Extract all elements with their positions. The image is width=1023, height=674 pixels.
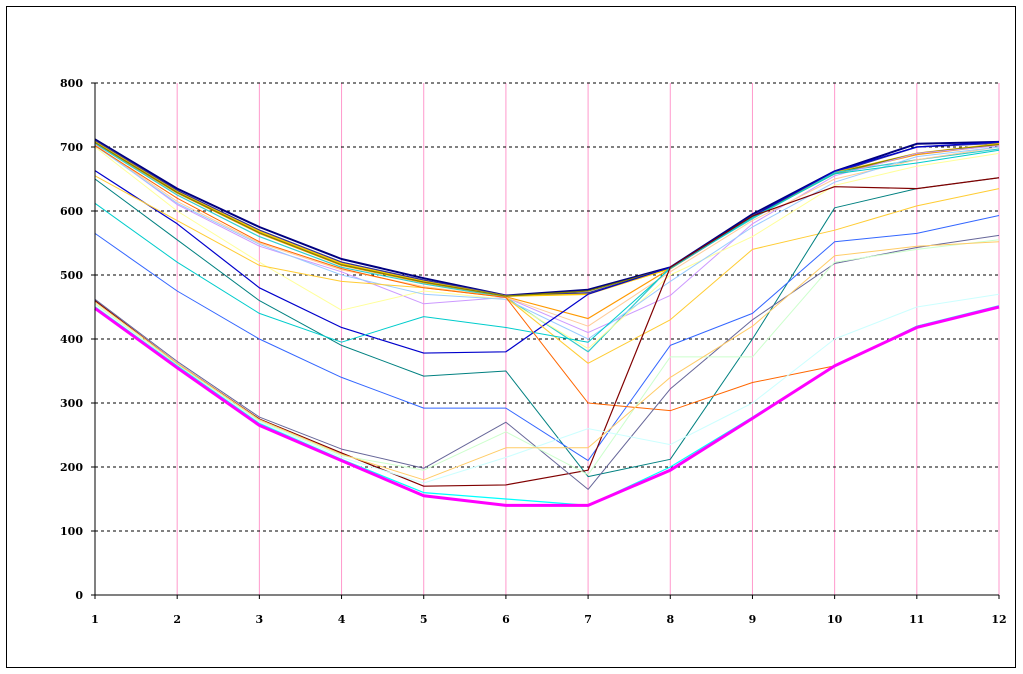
series-line-6 (94, 143, 1000, 353)
horizontal-gridlines (95, 82, 999, 532)
series-line-9 (94, 146, 1000, 350)
x-tick-labels: 1 2 3 4 5 6 7 8 9 10 11 12 (91, 613, 1006, 626)
x-tick-label: 9 (749, 613, 757, 626)
series-line-8 (94, 144, 1000, 327)
x-tick-label: 6 (502, 613, 510, 626)
series-line-17 (94, 177, 1000, 487)
series-line-12 (94, 175, 1000, 364)
x-tick-label: 2 (173, 613, 181, 626)
chart-frame: 0 100 200 300 400 500 600 700 800 1 2 3 4 5 6 7 8 9 10 11 1… (6, 6, 1016, 668)
series-line-10 (94, 145, 1000, 340)
series-line-2 (94, 139, 1000, 297)
y-tick-label: 400 (60, 333, 83, 346)
y-tick-label: 500 (60, 269, 83, 282)
x-tick-label: 7 (584, 613, 592, 626)
y-tick-label: 600 (60, 205, 83, 218)
x-tick-label: 1 (91, 613, 99, 626)
series-line-21 (94, 241, 1000, 481)
x-tick-label: 8 (666, 613, 674, 626)
y-tick-label: 700 (60, 141, 83, 154)
axes (91, 82, 1000, 599)
x-tick-label: 4 (338, 613, 346, 626)
x-tick-label: 5 (420, 613, 428, 626)
y-tick-label: 100 (60, 525, 83, 538)
series-line-11 (94, 141, 1000, 354)
y-tick-label: 300 (60, 397, 83, 410)
series-line-23 (94, 305, 1000, 507)
y-tick-labels: 0 100 200 300 400 500 600 700 800 (60, 77, 83, 602)
series-line-13 (94, 177, 1000, 478)
x-tick-label: 12 (991, 613, 1006, 626)
series-line-19 (94, 239, 1000, 476)
series-line-14 (94, 149, 1000, 343)
y-tick-label: 0 (75, 589, 83, 602)
series-line-20 (94, 293, 1000, 484)
x-tick-label: 11 (909, 613, 924, 626)
series-line-16 (94, 145, 1000, 412)
y-tick-label: 800 (60, 77, 83, 90)
series-lines (94, 138, 1000, 507)
series-line-18 (94, 234, 1000, 490)
x-tick-label: 10 (827, 613, 843, 626)
series-line-15 (94, 214, 1000, 462)
y-tick-label: 200 (60, 461, 83, 474)
x-tick-label: 3 (256, 613, 264, 626)
